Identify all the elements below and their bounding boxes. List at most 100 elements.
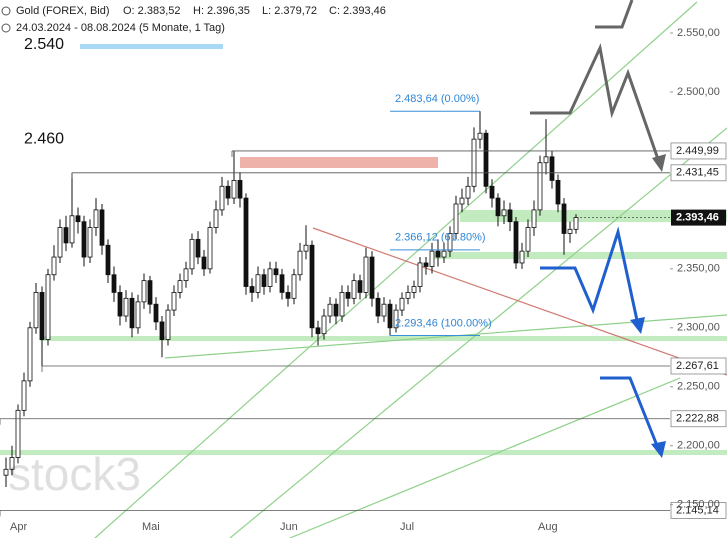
- candle-body: [423, 262, 429, 267]
- candle-body: [399, 297, 405, 311]
- candle-body: [441, 250, 447, 258]
- candle-body: [63, 227, 69, 244]
- trend-line: [94, 1, 698, 538]
- candle-body: [189, 238, 195, 270]
- candle-body: [267, 268, 273, 287]
- current-label-box: [671, 209, 726, 226]
- arrows: [530, 0, 666, 458]
- candle-body: [45, 274, 51, 340]
- candle-body: [33, 292, 39, 329]
- candle-body: [117, 292, 123, 317]
- icon: [1, 6, 11, 16]
- scenario-arrow: [530, 43, 662, 166]
- candle-body: [3, 468, 9, 476]
- x-tick-label: Jun: [280, 521, 298, 533]
- candle-body: [555, 180, 561, 205]
- candle-body: [183, 268, 189, 282]
- candle-body: [105, 244, 111, 276]
- candle-body: [165, 309, 171, 340]
- clock-icon: [1, 23, 11, 33]
- current-label: 2.393,46: [676, 212, 719, 224]
- candle-body: [213, 209, 219, 228]
- candle-body: [525, 227, 531, 252]
- level-label: 2.449,99: [676, 145, 719, 157]
- candle-body: [27, 327, 33, 382]
- stat: H: 2.396,35: [193, 5, 250, 17]
- scenario-arrow: [540, 226, 640, 326]
- arrow-head: [651, 441, 666, 458]
- y-tick-label: 2.200,00: [677, 440, 720, 452]
- candle-body: [537, 162, 543, 211]
- y-tick-label: 2.250,00: [677, 381, 720, 393]
- x-tick-label: Mai: [142, 521, 160, 533]
- candle-body: [207, 227, 213, 270]
- candle-body: [39, 292, 45, 340]
- marker-bar: [80, 44, 223, 49]
- y-tick-label: 2.150,00: [677, 499, 720, 511]
- candle-body: [147, 280, 153, 305]
- candle-body: [159, 321, 165, 340]
- candle-body: [297, 250, 303, 276]
- candle-body: [321, 315, 327, 335]
- x-tick-label: Jul: [400, 521, 414, 533]
- candle-body: [393, 309, 399, 329]
- candle-body: [417, 262, 423, 287]
- level-label-box: [670, 357, 727, 375]
- candle-body: [429, 250, 435, 267]
- candle-body: [561, 203, 567, 234]
- date-range: 24.03.2024 - 08.08.2024 (5 Monate, 1 Tag…: [16, 22, 225, 34]
- candle-body: [237, 180, 243, 199]
- y-tick-label: 2.350,00: [677, 263, 720, 275]
- candle-body: [543, 156, 549, 164]
- candle-body: [303, 244, 309, 252]
- candle-body: [453, 203, 459, 234]
- candle-body: [99, 209, 105, 246]
- candle-body: [57, 227, 63, 258]
- candle-body: [111, 274, 117, 293]
- level-label-box: [670, 502, 727, 519]
- level-label: 2.145,14: [676, 504, 719, 516]
- y-tick-label: 2.550,00: [677, 27, 720, 39]
- x-tick-label: Apr: [10, 521, 27, 533]
- candle-body: [123, 297, 129, 317]
- resistance-zone: [240, 157, 438, 168]
- candle-body: [375, 297, 381, 317]
- candle-body: [309, 244, 315, 329]
- candle-body: [231, 180, 237, 199]
- support-zone: [40, 336, 727, 341]
- candle-body: [273, 268, 279, 276]
- candle-body: [171, 292, 177, 311]
- candle-body: [531, 209, 537, 228]
- candle-body: [87, 227, 93, 258]
- candle-body: [507, 209, 513, 223]
- support-zone: [430, 252, 727, 259]
- level-label: 2.267,61: [676, 360, 719, 372]
- candle-body: [513, 221, 519, 264]
- candle-body: [285, 292, 291, 299]
- level-label-box: [670, 164, 727, 182]
- price-mark: 2.540: [24, 36, 64, 53]
- candle-body: [135, 301, 141, 329]
- candle-body: [279, 274, 285, 293]
- candle-body: [129, 297, 135, 329]
- candle-body: [381, 303, 387, 317]
- candle-body: [261, 274, 267, 287]
- x-tick-label: Aug: [538, 521, 558, 533]
- fib-label: 2.366,12 (61.80%): [395, 232, 486, 244]
- candle-body: [477, 132, 483, 140]
- support-zone: [0, 450, 727, 455]
- candle-body: [141, 280, 147, 303]
- candle-body: [405, 292, 411, 299]
- candle-body: [333, 303, 339, 317]
- candle-body: [327, 303, 333, 317]
- candle-body: [459, 197, 465, 205]
- fib-label: 2.293,46 (100.00%): [395, 317, 492, 329]
- candle-body: [315, 327, 321, 335]
- candle-body: [519, 250, 525, 264]
- candle-body: [21, 380, 27, 411]
- candle-body: [201, 256, 207, 270]
- candle-body: [447, 233, 453, 252]
- candle-body: [9, 457, 15, 470]
- trend-line: [289, 377, 681, 538]
